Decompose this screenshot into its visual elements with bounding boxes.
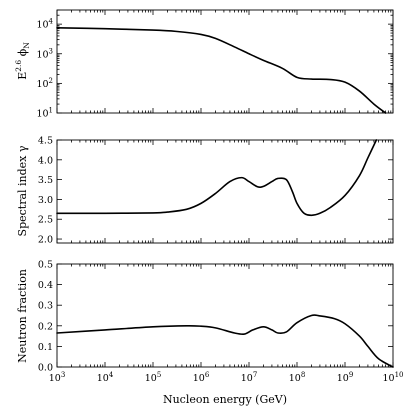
x-tick-label: 105 (145, 371, 162, 384)
y-tick-label: 2.5 (38, 215, 53, 226)
panel-flux-x-ticks (56, 10, 394, 113)
y-tick-label: 4.5 (38, 136, 53, 147)
panel-neutron-x-ticks: 103 104 105 106 107 108 109 1010 (49, 264, 404, 384)
y-tick-label: 103 (36, 47, 53, 60)
panel-flux: 101 102 103 104 E2.6 ϕN (14, 9, 394, 120)
panel-neutron-y-ticks: 0.0 0.1 0.2 0.3 0.4 0.5 (38, 260, 393, 374)
panel-spectral-y-ticks: 2.0 2.5 3.0 3.5 4.0 4.5 (38, 136, 393, 246)
x-tick-label: 108 (289, 371, 306, 384)
x-tick-label: 103 (49, 371, 66, 384)
y-tick-label: 101 (36, 107, 53, 120)
y-tick-label: 0.4 (38, 280, 53, 291)
panel-flux-frame (56, 9, 394, 114)
panel-spectral-ylabel: Spectral index γ (16, 145, 29, 236)
panel-spectral-x-ticks (56, 140, 394, 243)
spectral-index-curve (56, 139, 378, 217)
y-tick-label: 3.5 (38, 175, 53, 186)
y-tick-label: 3.0 (38, 195, 53, 206)
panel-flux-ylabel: E2.6 ϕN (14, 42, 31, 80)
panel-spectral-frame (56, 139, 394, 244)
panel-neutron-frame (56, 263, 394, 368)
x-tick-label: 107 (241, 371, 258, 384)
x-tick-label: 104 (97, 371, 114, 384)
y-tick-label: 0.3 (38, 301, 53, 312)
y-tick-label: 104 (36, 18, 53, 31)
y-tick-label: 2.0 (38, 235, 53, 246)
y-tick-label: 0.0 (38, 363, 53, 374)
neutron-fraction-curve (56, 314, 394, 368)
panel-flux-y-ticks: 101 102 103 104 (36, 9, 393, 120)
x-axis-label: Nucleon energy (GeV) (163, 393, 287, 406)
y-tick-label: 0.1 (38, 342, 53, 353)
y-tick-label: 0.5 (38, 260, 53, 271)
panel-neutron-fraction: 0.0 0.1 0.2 0.3 0.4 0.5 103 104 105 106 107 108 109… (16, 260, 404, 407)
y-tick-label: 4.0 (38, 155, 53, 166)
flux-curve (56, 27, 387, 114)
panel-spectral-index: 2.0 2.5 3.0 3.5 4.0 4.5 Spectral index γ (16, 136, 394, 246)
y-tick-label: 102 (36, 77, 53, 90)
x-tick-label: 106 (193, 371, 210, 384)
panel-neutron-ylabel: Neutron fraction (16, 269, 29, 363)
x-tick-label: 1010 (382, 371, 403, 384)
y-tick-label: 0.2 (38, 321, 53, 332)
x-tick-label: 109 (337, 371, 354, 384)
